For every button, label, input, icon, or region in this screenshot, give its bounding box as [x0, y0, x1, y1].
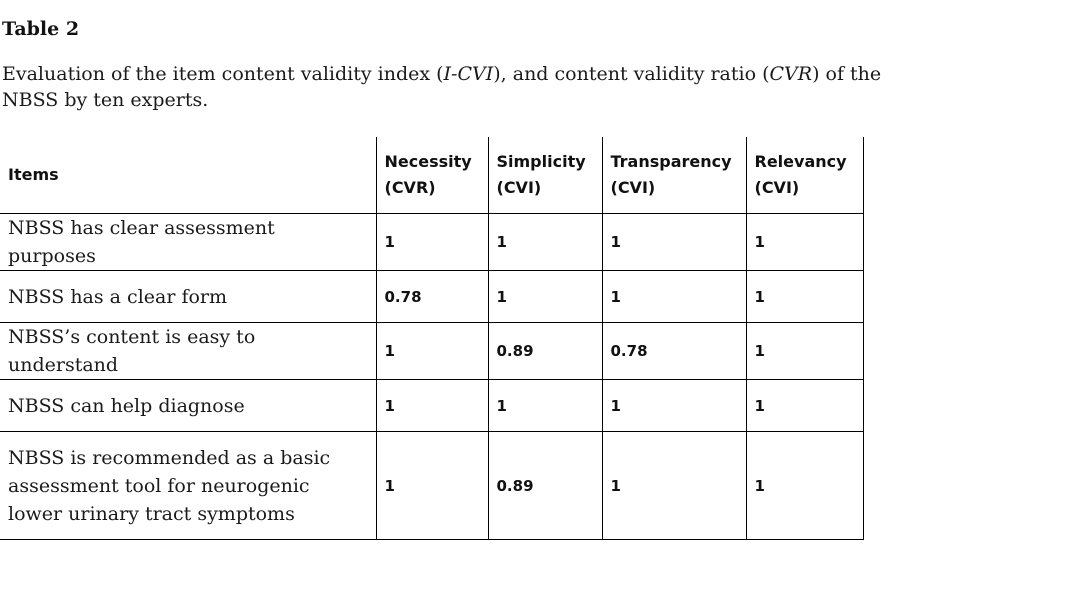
caption-text-2: ), and content validity ratio (: [493, 63, 770, 85]
transparency-cell: 1: [601, 379, 747, 432]
caption-abbr-cvr: CVR: [769, 63, 813, 85]
transparency-cell: 1: [601, 213, 747, 271]
transparency-cell: 0.78: [601, 322, 747, 380]
simplicity-cell: 1: [487, 270, 603, 323]
simplicity-cell: 0.89: [487, 322, 603, 380]
transparency-cell: 1: [601, 431, 747, 540]
relevancy-cell: 1: [745, 322, 864, 380]
header-relevancy-label: Relevancy: [754, 152, 847, 171]
caption-abbr-icvi: I-CVI: [443, 63, 494, 85]
caption-text-3: ) of the NBSS by ten experts.: [2, 63, 882, 111]
item-cell: NBSS’s content is easy to understand: [0, 322, 377, 380]
table-header-row: Items Necessity (CVR) Simplicity (CVI) Tra…: [0, 137, 864, 214]
table-row: NBSS has a clear form 0.78 1 1 1: [0, 270, 864, 323]
necessity-cell: 1: [375, 379, 489, 432]
validity-table: Items Necessity (CVR) Simplicity (CVI) Tra…: [0, 137, 864, 540]
table-row: NBSS is recommended as a basic assessmen…: [0, 431, 864, 540]
item-cell: NBSS is recommended as a basic assessmen…: [0, 431, 377, 540]
simplicity-cell: 1: [487, 379, 603, 432]
table-row: NBSS can help diagnose 1 1 1 1: [0, 379, 864, 432]
header-items: Items: [0, 137, 377, 214]
table-caption: Evaluation of the item content validity …: [2, 61, 882, 113]
header-relevancy: Relevancy (CVI): [745, 137, 864, 214]
header-relevancy-unit: (CVI): [754, 178, 800, 197]
simplicity-cell: 0.89: [487, 431, 603, 540]
necessity-cell: 1: [375, 213, 489, 271]
necessity-cell: 1: [375, 322, 489, 380]
header-simplicity: Simplicity (CVI): [487, 137, 603, 214]
item-cell: NBSS can help diagnose: [0, 379, 377, 432]
relevancy-cell: 1: [745, 379, 864, 432]
header-necessity-label: Necessity: [384, 152, 472, 171]
header-simplicity-unit: (CVI): [496, 178, 542, 197]
relevancy-cell: 1: [745, 270, 864, 323]
header-transparency-label: Transparency: [610, 152, 732, 171]
transparency-cell: 1: [601, 270, 747, 323]
relevancy-cell: 1: [745, 213, 864, 271]
header-transparency: Transparency (CVI): [601, 137, 747, 214]
header-transparency-unit: (CVI): [610, 178, 656, 197]
simplicity-cell: 1: [487, 213, 603, 271]
item-cell: NBSS has clear assessment purposes: [0, 213, 377, 271]
necessity-cell: 0.78: [375, 270, 489, 323]
relevancy-cell: 1: [745, 431, 864, 540]
header-simplicity-label: Simplicity: [496, 152, 586, 171]
header-necessity-unit: (CVR): [384, 178, 436, 197]
header-necessity: Necessity (CVR): [375, 137, 489, 214]
caption-text-1: Evaluation of the item content validity …: [2, 63, 444, 85]
necessity-cell: 1: [375, 431, 489, 540]
table-row: NBSS’s content is easy to understand 1 0…: [0, 322, 864, 380]
table-label: Table 2: [2, 18, 80, 40]
table-row: NBSS has clear assessment purposes 1 1 1…: [0, 213, 864, 271]
header-items-label: Items: [8, 165, 59, 184]
item-cell: NBSS has a clear form: [0, 270, 377, 323]
